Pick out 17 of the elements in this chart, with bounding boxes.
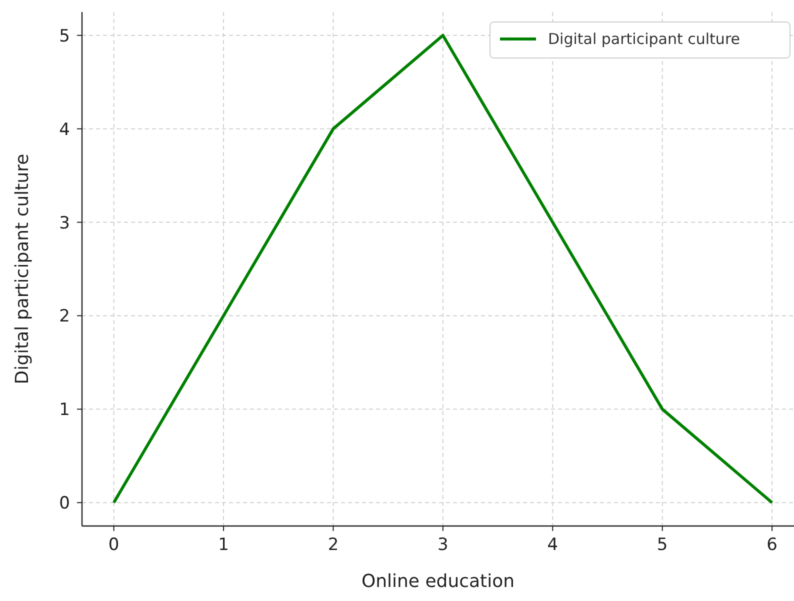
line-series bbox=[112, 34, 774, 504]
x-axis-title: Online education bbox=[361, 571, 515, 592]
x-tick-label: 0 bbox=[108, 535, 120, 555]
y-tick-label: 0 bbox=[59, 494, 70, 514]
x-tick-label: 1 bbox=[218, 535, 229, 555]
x-tick-label: 6 bbox=[766, 535, 778, 555]
y-tick-label: 4 bbox=[59, 120, 70, 140]
x-tick-label: 2 bbox=[328, 535, 339, 555]
x-tick-label: 5 bbox=[656, 535, 668, 555]
y-tick-label: 5 bbox=[59, 26, 70, 46]
y-tick-label: 2 bbox=[59, 306, 70, 327]
legend-label: Digital participant culture bbox=[548, 30, 740, 48]
x-tick-label: 4 bbox=[547, 535, 558, 555]
y-tick-label: 3 bbox=[59, 213, 70, 234]
y-axis-title: Digital participant culture bbox=[12, 154, 33, 384]
y-tick-label: 1 bbox=[59, 400, 70, 420]
x-tick-label: 3 bbox=[438, 535, 448, 555]
